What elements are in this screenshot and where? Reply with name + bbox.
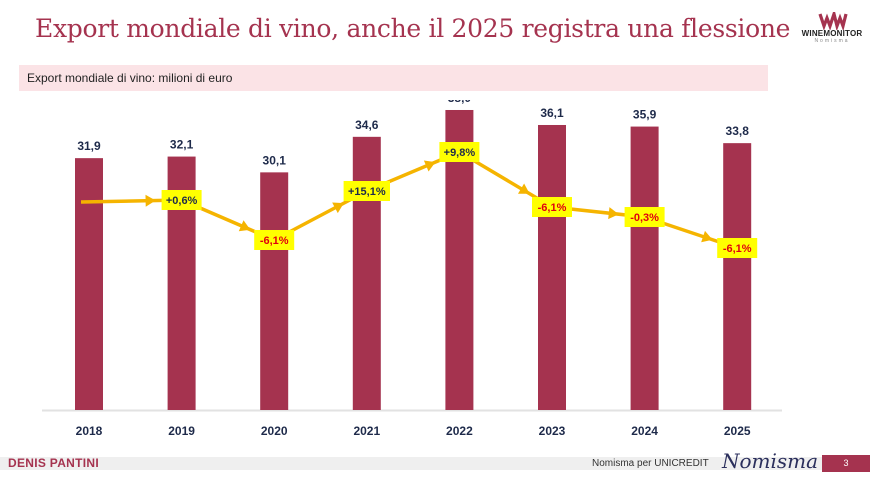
- bar-chart: 31,9 2018 32,1 2019 30,1 2020 34,6 2021 38,0 2022…: [42, 100, 782, 438]
- change-box-2024: [624, 207, 665, 227]
- trend-arrowhead: [332, 202, 344, 214]
- subtitle-bar: Export mondiale di vino: milioni di euro: [19, 65, 768, 91]
- category-label-2018: 2018: [76, 424, 103, 438]
- chart-subtitle: Export mondiale di vino: milioni di euro: [27, 71, 233, 85]
- trend-arrowhead: [517, 183, 530, 194]
- value-label-2020: 30,1: [263, 153, 287, 167]
- bar-2020: [260, 172, 289, 410]
- category-label-2020: 2020: [261, 424, 288, 438]
- value-label-2025: 33,8: [726, 124, 750, 138]
- bar-2025: [723, 143, 752, 411]
- change-label-2019: +0,6%: [166, 195, 198, 207]
- value-label-2019: 32,1: [170, 138, 194, 152]
- category-label-2024: 2024: [631, 424, 658, 438]
- footer-author: DENIS PANTINI: [8, 456, 100, 470]
- page-title: Export mondiale di vino, anche il 2025 r…: [35, 14, 791, 43]
- change-box-2025: [717, 238, 758, 258]
- change-label-2023: -6,1%: [538, 202, 567, 214]
- change-label-2021: +15,1%: [348, 186, 386, 198]
- trend-arrowhead: [145, 194, 156, 207]
- bar-2018: [75, 158, 103, 410]
- change-box-2019: [161, 190, 202, 210]
- category-label-2019: 2019: [168, 424, 195, 438]
- change-box-2021: [343, 181, 390, 201]
- value-label-2018: 31,9: [77, 139, 101, 153]
- category-label-2021: 2021: [353, 424, 380, 438]
- footer-partner: Nomisma per UNICREDIT: [592, 458, 709, 469]
- category-label-2023: 2023: [539, 424, 566, 438]
- change-label-2024: -0,3%: [630, 212, 659, 224]
- value-label-2021: 34,6: [355, 118, 379, 132]
- value-label-2024: 35,9: [633, 108, 657, 122]
- bar-2024: [630, 126, 659, 410]
- page-number: 3: [843, 458, 849, 468]
- trend-arrowhead: [238, 220, 251, 232]
- category-label-2025: 2025: [724, 424, 751, 438]
- logo-text: WINEMONITOR: [801, 29, 863, 38]
- change-label-2020: -6,1%: [260, 235, 289, 247]
- trend-arrowhead: [423, 160, 436, 172]
- change-box-2023: [532, 197, 572, 217]
- category-label-2022: 2022: [446, 424, 473, 438]
- value-label-2022: 38,0: [448, 100, 472, 105]
- bar-2021: [352, 136, 381, 410]
- value-label-2023: 36,1: [540, 106, 564, 120]
- trend-arrowhead: [701, 230, 713, 243]
- change-box-2020: [254, 230, 295, 250]
- logo-subtext: Nomisma: [814, 38, 850, 44]
- winemonitor-logo: WINEMONITOR Nomisma: [796, 8, 868, 46]
- change-label-2022: +9,8%: [444, 147, 476, 159]
- change-box-2022: [439, 142, 480, 162]
- winemonitor-mark-icon: [818, 8, 848, 32]
- footer-band: [0, 457, 870, 470]
- nomisma-logo: Nomisma: [722, 449, 819, 473]
- page-number-box: 3: [822, 455, 870, 472]
- trend-arrowhead: [608, 207, 619, 220]
- change-label-2025: -6,1%: [723, 243, 752, 255]
- bar-2023: [538, 124, 566, 410]
